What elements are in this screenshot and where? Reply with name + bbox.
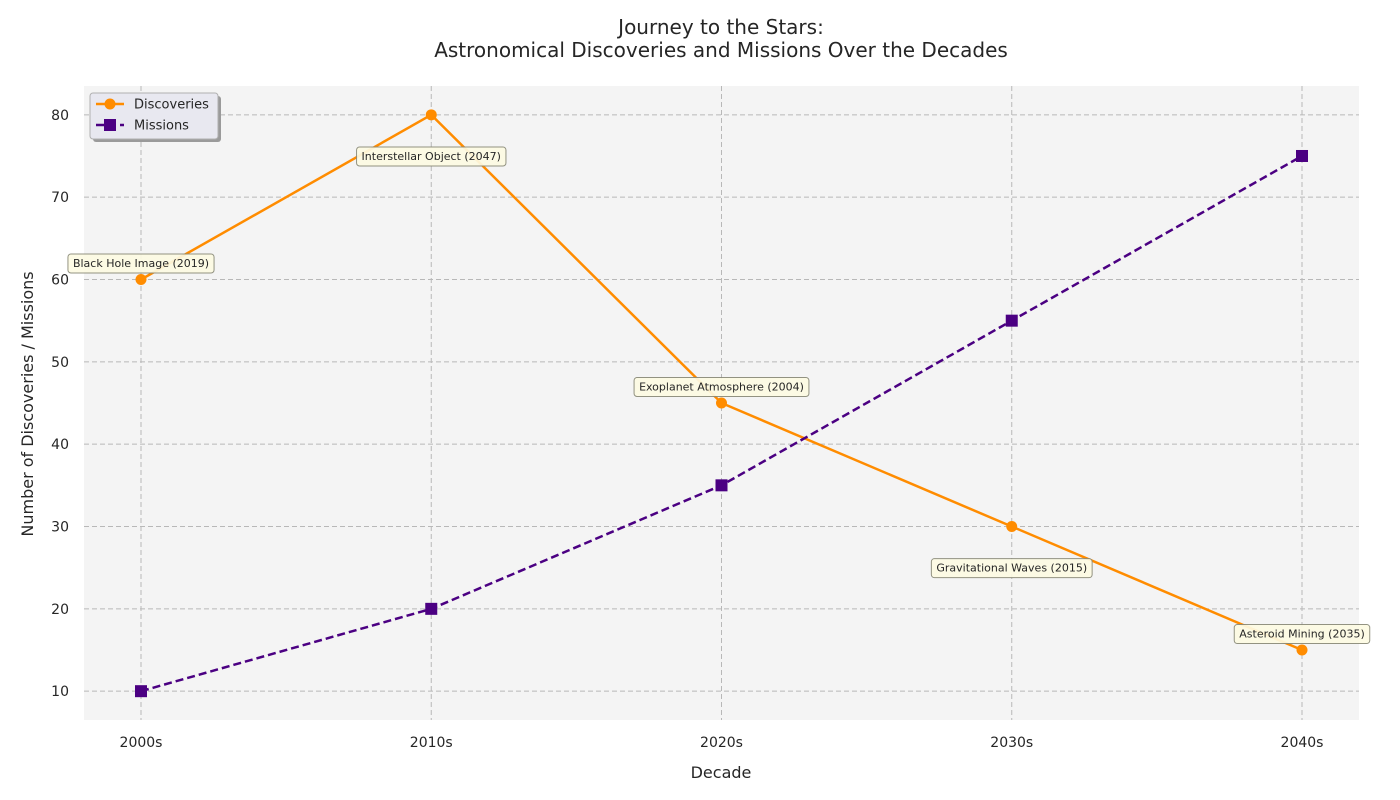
- annotation: Interstellar Object (2047): [356, 146, 507, 167]
- x-tick-label: 2010s: [410, 735, 453, 751]
- annotation-text: Exoplanet Atmosphere (2004): [639, 381, 804, 394]
- legend-discoveries-label: Discoveries: [134, 98, 209, 113]
- annotations: Black Hole Image (2019) Interstellar Obje…: [67, 146, 1371, 645]
- annotation: Black Hole Image (2019): [67, 253, 215, 274]
- discoveries-marker: [135, 273, 147, 285]
- chart-title-line-2: Astronomical Discoveries and Missions Ov…: [434, 38, 1008, 62]
- annotation-text: Gravitational Waves (2015): [936, 562, 1087, 575]
- y-tick-label: 60: [51, 272, 69, 288]
- missions-marker: [425, 602, 438, 615]
- grid: [84, 86, 1359, 720]
- annotation-text: Black Hole Image (2019): [73, 257, 209, 270]
- annotation-box: [356, 146, 507, 167]
- x-tick-label: 2040s: [1281, 735, 1324, 751]
- y-tick-label: 80: [51, 108, 69, 124]
- y-tick-label: 70: [51, 190, 69, 206]
- y-axis-label: Number of Discoveries / Missions: [18, 271, 37, 536]
- annotation-box: [67, 253, 215, 274]
- x-tick-label: 2020s: [700, 735, 743, 751]
- chart-title-line-1: Journey to the Stars:: [616, 15, 824, 39]
- missions-marker: [1005, 314, 1018, 327]
- missions-marker: [1296, 149, 1308, 162]
- discoveries-marker: [716, 397, 727, 409]
- annotation-box: [930, 558, 1093, 579]
- y-tick-label: 50: [51, 355, 69, 371]
- legend-missions-marker: [104, 119, 116, 131]
- y-tick-label: 20: [51, 602, 69, 618]
- y-tick-label: 30: [51, 520, 69, 536]
- discoveries-marker: [1296, 644, 1308, 656]
- annotation: Gravitational Waves (2015): [930, 558, 1093, 579]
- y-tick-label: 10: [51, 684, 69, 700]
- discoveries-marker: [1006, 521, 1018, 533]
- discoveries-marker: [425, 109, 437, 121]
- x-tick-label: 2030s: [990, 735, 1033, 751]
- legend: Discoveries Missions: [89, 92, 221, 142]
- ticks: 10 20 30 40 50 60 70 80 2000s 2010s 2020s 2030s 2040…: [51, 108, 1323, 751]
- annotation-text: Interstellar Object (2047): [362, 150, 501, 163]
- annotation: Asteroid Mining (2035): [1233, 624, 1371, 645]
- series-layer: [135, 109, 1308, 698]
- missions-marker: [715, 479, 728, 492]
- x-axis-label: Decade: [691, 763, 752, 782]
- missions-marker: [135, 685, 147, 698]
- annotation-box: [633, 377, 810, 398]
- y-tick-label: 40: [51, 437, 69, 453]
- legend-missions-label: Missions: [134, 119, 189, 134]
- x-tick-label: 2000s: [120, 735, 163, 751]
- annotation-text: Asteroid Mining (2035): [1239, 628, 1365, 641]
- legend-discoveries-marker: [104, 98, 116, 110]
- annotation-box: [1233, 624, 1371, 645]
- annotation: Exoplanet Atmosphere (2004): [633, 377, 810, 398]
